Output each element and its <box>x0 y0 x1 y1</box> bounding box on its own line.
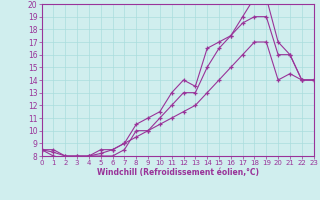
X-axis label: Windchill (Refroidissement éolien,°C): Windchill (Refroidissement éolien,°C) <box>97 168 259 177</box>
